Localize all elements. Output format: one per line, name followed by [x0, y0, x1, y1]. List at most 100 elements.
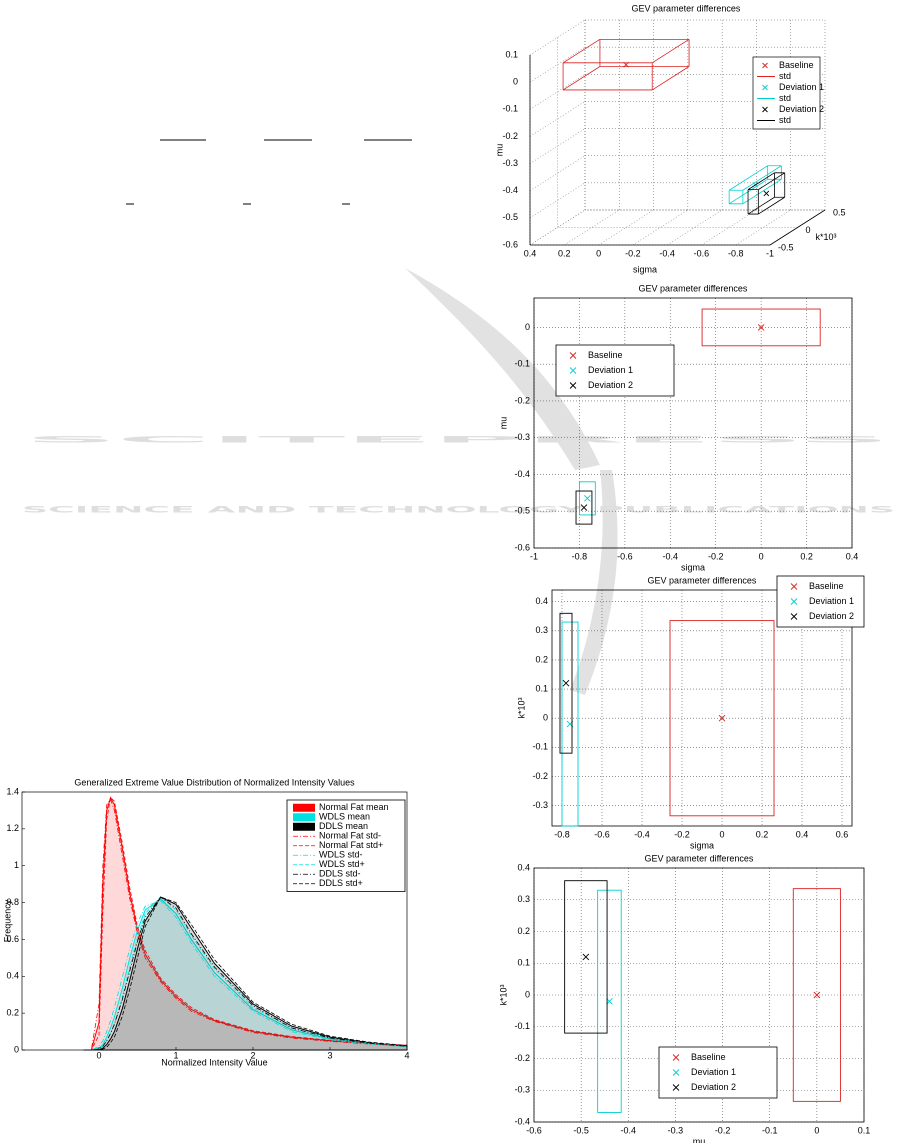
- y-tick-label: 0: [525, 989, 530, 999]
- plot-frame: [551, 589, 853, 827]
- legend-label: WDLS std+: [319, 859, 365, 869]
- x-tick-label: -0.5: [573, 1125, 589, 1135]
- legend-box: [658, 1046, 778, 1099]
- grid-line: [667, 209, 723, 246]
- mean-marker: [582, 953, 590, 961]
- legend-label: Deviation 1: [691, 1067, 736, 1077]
- legend-box: [555, 344, 675, 397]
- std-box: [578, 481, 596, 516]
- watermark-swoosh: [405, 268, 618, 695]
- z-tick-label: 0.1: [505, 49, 518, 59]
- y-tick-label: -0.3: [532, 800, 548, 810]
- legend-marker: [790, 583, 798, 590]
- y-tick-label: -0.1: [532, 742, 548, 752]
- y-tick-label: -0.3: [514, 1085, 530, 1095]
- legend-label: Deviation 2: [691, 1082, 736, 1092]
- std-box: [701, 308, 821, 347]
- x-tick-label: 0: [596, 248, 601, 258]
- y-tick-label: -0.3: [514, 432, 530, 442]
- x-tick-label: 2: [250, 1050, 255, 1060]
- legend-label: WDLS mean: [319, 812, 370, 822]
- x-axis-label: sigma: [690, 840, 714, 850]
- grid-line: [529, 128, 586, 164]
- x-tick-label: -0.4: [659, 248, 675, 258]
- x-tick-label: -0.8: [554, 829, 570, 839]
- mean-marker: [584, 495, 591, 502]
- x-tick-label: 0.2: [756, 829, 769, 839]
- y-tick-label: 0.2: [535, 654, 548, 664]
- legend-marker: [569, 367, 577, 374]
- legend-label: Deviation 1: [809, 596, 854, 606]
- legend-marker: [762, 84, 768, 91]
- axis-line: [769, 209, 826, 246]
- legend-label: Deviation 1: [779, 82, 824, 92]
- watermark-subtitle: SCIENCE AND TECHNOLOGY PUBLICATIONS: [22, 506, 895, 516]
- watermark: SCITEPRESS SCIENCE AND TECHNOLOGY PUBLIC…: [22, 268, 895, 695]
- x-tick-label: -0.4: [663, 551, 679, 561]
- mean-marker: [562, 679, 570, 687]
- chart-title: GEV parameter differences: [639, 283, 748, 293]
- std-box: [597, 889, 622, 1113]
- legend-patch: [293, 803, 315, 812]
- std-box: [792, 888, 841, 1102]
- grid-line: [632, 209, 688, 246]
- x-tick-label: 3: [327, 1050, 332, 1060]
- mean-marker: [623, 61, 629, 68]
- line: [83, 900, 408, 1051]
- x-tick-label: -0.6: [594, 829, 610, 839]
- x-tick-label: -0.8: [572, 551, 588, 561]
- legend-label: Deviation 2: [809, 611, 854, 621]
- std-box: [669, 620, 775, 817]
- grid-line: [529, 19, 586, 56]
- grid-line: [598, 209, 654, 246]
- x-tick-label: -0.8: [728, 248, 744, 258]
- legend-marker: [762, 62, 768, 69]
- y-tick-label: 0.2: [6, 1008, 19, 1018]
- y-tick-label: 0: [543, 713, 548, 723]
- y-tick-label: -0.5: [514, 506, 530, 516]
- y-tick-label: -0.6: [514, 542, 530, 552]
- legend-label: DDLS std-: [319, 869, 361, 879]
- x-tick-label: -0.1: [762, 1125, 778, 1135]
- x-tick-label: 0.4: [524, 248, 537, 258]
- z-tick-label: -0.1: [502, 104, 518, 114]
- z-tick-label: -0.2: [502, 131, 518, 141]
- x-axis-label: sigma: [681, 562, 705, 572]
- x-tick-label: -0.2: [625, 248, 641, 258]
- std-box: [575, 490, 593, 525]
- x-tick-label: 0: [759, 551, 764, 561]
- grid-line: [701, 209, 757, 246]
- line: [83, 896, 408, 1051]
- legend-label: Deviation 2: [779, 104, 824, 114]
- mean-marker: [580, 504, 588, 511]
- line: [83, 798, 408, 1051]
- x-tick-label: -0.4: [621, 1125, 637, 1135]
- x-tick-label: -0.6: [617, 551, 633, 561]
- line: [83, 796, 408, 1051]
- area: [83, 896, 408, 1051]
- legend-marker: [569, 382, 577, 389]
- grid-line: [564, 209, 620, 246]
- y-tick-label: -0.1: [514, 1021, 530, 1031]
- y-tick-label: 0.2: [517, 926, 530, 936]
- y-tick-label: 0: [806, 225, 811, 235]
- x-tick-label: -1: [766, 248, 774, 258]
- x-tick-label: -0.2: [715, 1125, 731, 1135]
- legend-label: Baseline: [588, 350, 623, 360]
- legend-label: Normal Fat mean: [319, 802, 389, 812]
- legend-marker: [672, 1084, 680, 1091]
- x-axis-label: mu: [693, 1136, 706, 1143]
- legend-marker: [672, 1054, 680, 1061]
- legend-label: Normal Fat std+: [319, 840, 383, 850]
- std-box: [564, 880, 608, 1034]
- legend-patch: [293, 813, 315, 822]
- legend-label: Baseline: [779, 60, 814, 70]
- x-tick-label: 1: [173, 1050, 178, 1060]
- x-tick-label: 0: [814, 1125, 819, 1135]
- legend-label: std: [779, 93, 791, 103]
- legend-label: std: [779, 115, 791, 125]
- y-axis-label: k*10³: [498, 984, 508, 1005]
- y-axis-label: k*10³: [516, 697, 526, 718]
- x-tick-label: -0.3: [668, 1125, 684, 1135]
- x-tick-label: -1: [530, 551, 538, 561]
